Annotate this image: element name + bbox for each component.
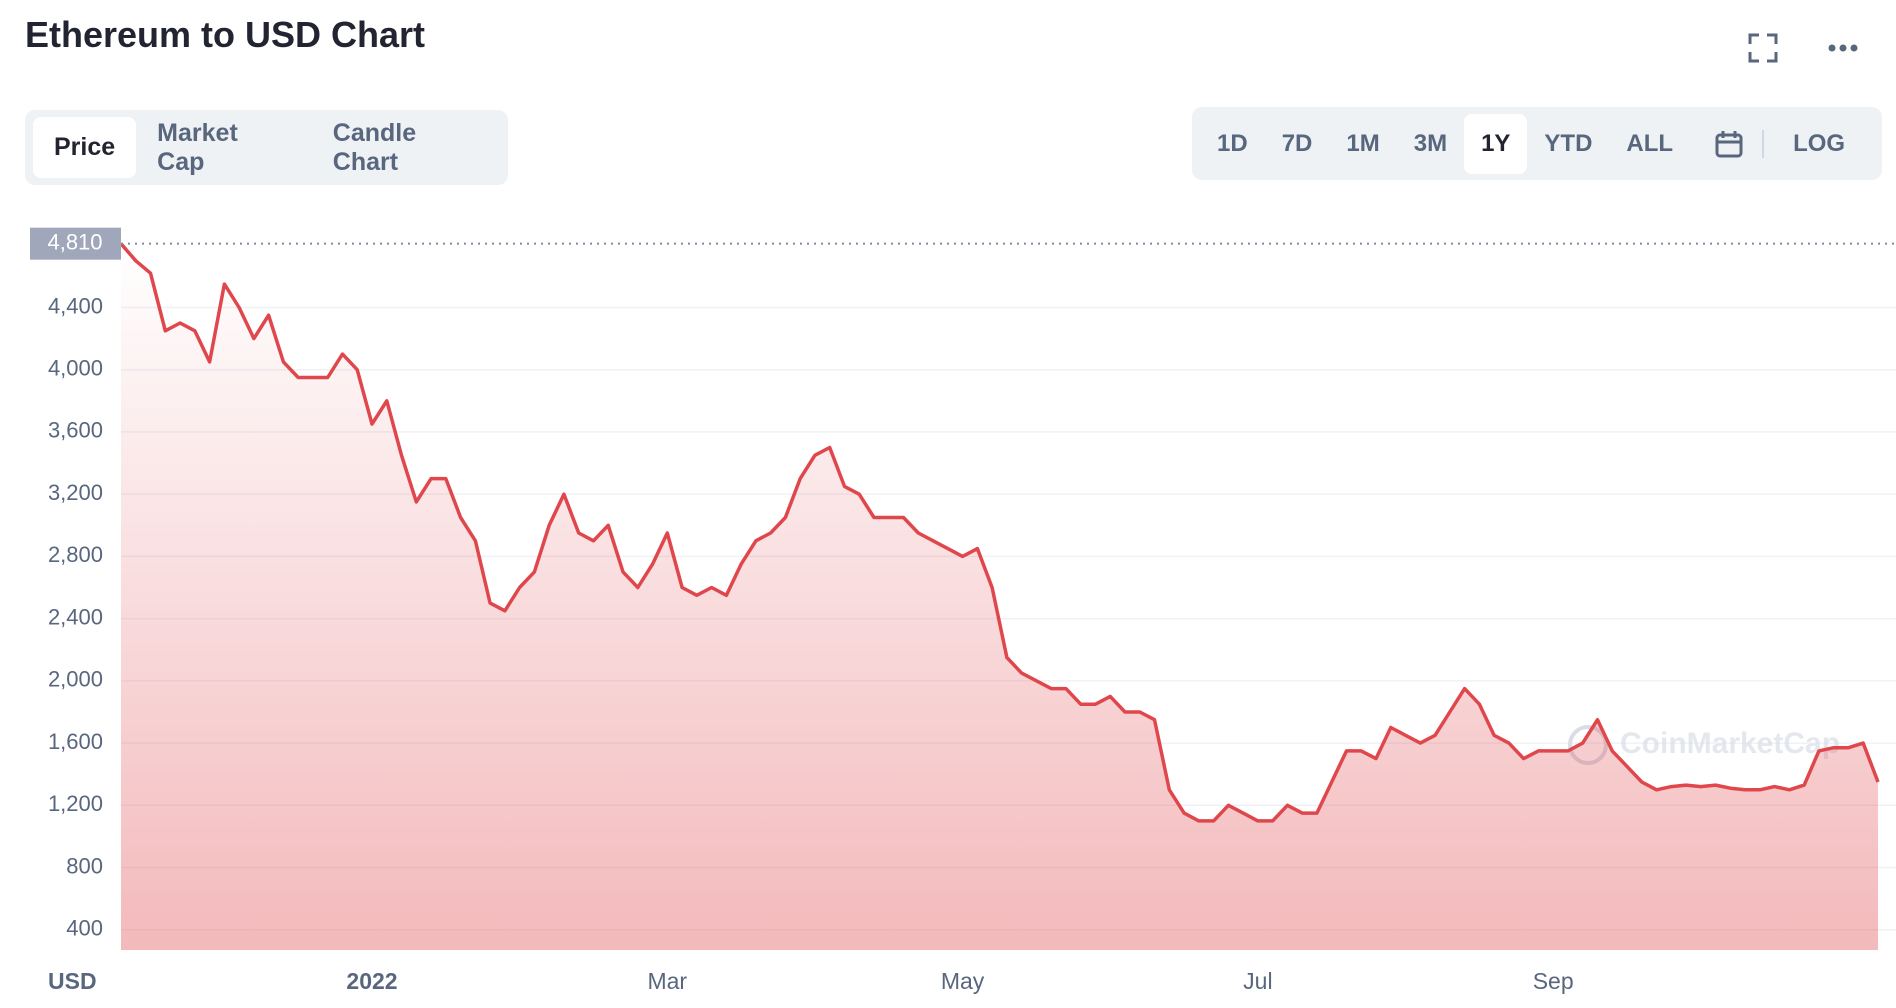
calendar-icon[interactable] bbox=[1714, 129, 1744, 159]
range-button[interactable]: YTD bbox=[1544, 129, 1593, 157]
y-tick-label: 1,600 bbox=[48, 729, 103, 754]
page-title: Ethereum to USD Chart bbox=[25, 14, 426, 55]
tab-button[interactable]: Price bbox=[33, 117, 137, 178]
watermark: CoinMarketCap bbox=[1620, 727, 1840, 760]
range-button[interactable]: 1D bbox=[1217, 129, 1248, 157]
y-tick-label: 1,200 bbox=[48, 791, 103, 816]
y-tick-label: 4,000 bbox=[48, 356, 103, 381]
y-tick-label: 2,000 bbox=[48, 667, 103, 692]
range-button[interactable]: 3M bbox=[1413, 129, 1448, 157]
price-line bbox=[119, 242, 1880, 823]
x-tick-label: Jul bbox=[1243, 968, 1272, 994]
tab-button[interactable]: Candle Chart bbox=[332, 118, 417, 176]
y-tick-label: 2,400 bbox=[48, 604, 103, 629]
log-button[interactable]: LOG bbox=[1793, 129, 1846, 157]
reference-label: 4,810 bbox=[47, 229, 102, 254]
tab-bar: Price Market Cap Candle Chart bbox=[25, 110, 508, 185]
range-bar: 1D 7D 1M 3M 1Y YTD ALL LOG bbox=[1192, 107, 1882, 180]
more-icon[interactable] bbox=[1828, 44, 1858, 52]
y-tick-label: 800 bbox=[66, 853, 103, 878]
range-button[interactable]: 1Y bbox=[1464, 113, 1528, 174]
reference-badge bbox=[30, 227, 121, 260]
x-tick-label: Mar bbox=[647, 968, 687, 994]
range-button[interactable]: ALL bbox=[1626, 129, 1674, 157]
divider bbox=[1762, 129, 1765, 158]
tab-button[interactable]: Market Cap bbox=[157, 118, 238, 176]
y-tick-label: 3,600 bbox=[48, 418, 103, 443]
range-button[interactable]: 7D bbox=[1281, 129, 1313, 157]
y-tick-label: 400 bbox=[66, 916, 103, 941]
price-area bbox=[121, 243, 1878, 950]
y-axis-label: USD bbox=[48, 968, 97, 994]
x-tick-label: Sep bbox=[1533, 968, 1574, 994]
y-tick-label: 3,200 bbox=[48, 480, 103, 505]
fullscreen-icon[interactable] bbox=[1748, 33, 1778, 63]
range-button[interactable]: 1M bbox=[1346, 129, 1380, 157]
y-tick-label: 4,400 bbox=[48, 293, 103, 318]
y-tick-label: 2,800 bbox=[48, 542, 103, 567]
x-tick-label: 2022 bbox=[346, 968, 397, 994]
x-tick-label: May bbox=[941, 968, 985, 994]
